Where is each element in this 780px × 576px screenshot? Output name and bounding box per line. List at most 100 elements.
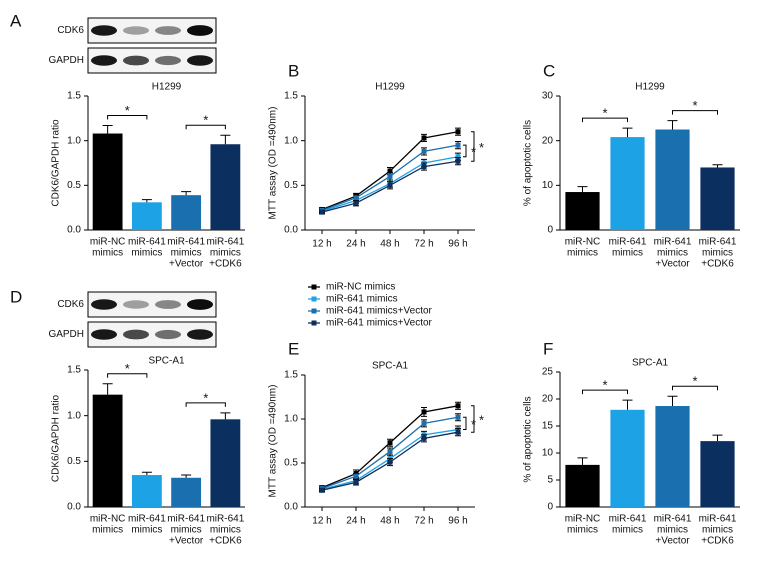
marker (421, 420, 427, 426)
x-tick-label: 72 h (414, 516, 433, 527)
marker (319, 487, 325, 493)
chart-title: H1299 (375, 82, 405, 93)
x-tick-label: mimics (210, 525, 241, 536)
error-bar (220, 412, 231, 420)
x-tick-label: miR-641 (167, 237, 205, 248)
x-tick-label: miR-641 (609, 237, 647, 248)
significance-bracket (582, 389, 628, 395)
blot-band (91, 25, 117, 36)
blot-band (155, 55, 181, 66)
significance-label: * (203, 113, 208, 128)
error-bar (102, 124, 113, 134)
y-tick-label: 0.0 (67, 225, 81, 236)
y-tick-label: 1.0 (284, 414, 298, 425)
significance-label: * (125, 103, 130, 118)
significance-label: * (203, 390, 208, 405)
bar (655, 129, 690, 230)
y-tick-label: 0.5 (284, 458, 298, 469)
marker (387, 459, 393, 465)
error-bar (712, 164, 723, 168)
bar (171, 195, 202, 230)
y-tick-label: 0.5 (67, 456, 81, 467)
blot-label: GAPDH (48, 55, 84, 66)
bar (700, 441, 735, 507)
x-tick-label: mimics (567, 248, 598, 259)
marker (455, 142, 461, 148)
blot-band (187, 55, 213, 66)
x-tick-label: mimics (657, 248, 688, 259)
error-bar (141, 199, 152, 203)
x-tick-label: miR-NC (90, 237, 126, 248)
bar (610, 409, 645, 507)
blot-band (91, 329, 117, 340)
significance-label: * (692, 98, 697, 113)
y-tick-label: 25 (542, 367, 554, 378)
significance-bracket (463, 144, 467, 158)
panel-label: F (543, 339, 553, 358)
x-tick-label: mimics (657, 525, 688, 536)
x-tick-label: miR-NC (565, 514, 601, 525)
error-bar (667, 120, 678, 130)
error-bar (712, 434, 723, 442)
x-tick-label: 12 h (312, 516, 331, 527)
y-tick-label: 1.0 (284, 135, 298, 146)
marker (455, 158, 461, 164)
y-tick-label: 1.5 (284, 370, 298, 381)
blot-band (187, 329, 213, 340)
blot-band (187, 25, 213, 36)
panel-label: C (543, 61, 555, 80)
x-tick-label: +Vector (169, 536, 204, 547)
y-tick-label: 5 (547, 475, 553, 486)
x-tick-label: 24 h (346, 239, 365, 250)
blot-label: CDK6 (57, 25, 84, 36)
y-axis-label: % of apoptotic cells (523, 120, 534, 206)
marker (353, 200, 359, 206)
x-tick-label: miR-641 (128, 514, 166, 525)
significance-bracket (185, 124, 226, 130)
y-axis-label: CDK6/GAPDH ratio (51, 394, 62, 482)
marker (319, 209, 325, 215)
legend-label: miR-641 mimics+Vector (326, 306, 433, 317)
error-bar (181, 191, 192, 196)
x-tick-label: miR-NC (565, 237, 601, 248)
x-tick-label: miR-641 (699, 514, 737, 525)
x-tick-label: miR-641 (699, 237, 737, 248)
marker (455, 154, 461, 160)
bar (92, 133, 123, 230)
x-tick-label: miR-NC (90, 514, 126, 525)
marker (387, 182, 393, 188)
legend-marker (311, 320, 317, 326)
y-tick-label: 15 (542, 421, 554, 432)
bar (700, 167, 735, 230)
x-tick-label: mimics (612, 248, 643, 259)
x-tick-label: miR-641 (206, 237, 244, 248)
significance-bracket (672, 385, 718, 391)
significance-label: * (479, 412, 484, 427)
x-tick-label: 48 h (380, 239, 399, 250)
x-tick-label: 96 h (448, 516, 467, 527)
legend-label: miR-NC mimics (326, 282, 395, 293)
error-bar (577, 186, 588, 193)
y-tick-label: 1.5 (67, 365, 81, 376)
x-tick-label: mimics (702, 248, 733, 259)
x-tick-label: mimics (131, 525, 162, 536)
x-tick-label: miR-641 (206, 514, 244, 525)
blot-label: CDK6 (57, 299, 84, 310)
legend-marker (311, 284, 317, 290)
marker (421, 148, 427, 154)
y-tick-label: 1.5 (284, 91, 298, 102)
y-tick-label: 30 (542, 91, 554, 102)
error-bar (181, 474, 192, 478)
x-tick-label: miR-641 (654, 237, 692, 248)
bar (610, 137, 645, 230)
y-tick-label: 20 (542, 394, 554, 405)
panel-label: E (288, 339, 299, 358)
blot-band (187, 299, 213, 310)
x-tick-label: mimics (567, 525, 598, 536)
bar (210, 144, 241, 230)
y-tick-label: 0.0 (284, 225, 298, 236)
blot-band (123, 329, 149, 340)
x-tick-label: mimics (92, 248, 123, 259)
significance-label: * (125, 361, 130, 376)
marker (387, 168, 393, 174)
